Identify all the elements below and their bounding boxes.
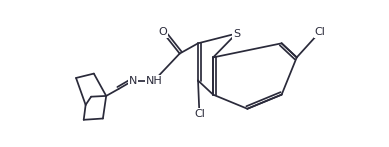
Text: NH: NH (146, 76, 163, 86)
Text: Cl: Cl (194, 109, 205, 119)
Text: Cl: Cl (315, 27, 326, 37)
Text: N: N (129, 76, 137, 86)
Text: O: O (158, 27, 167, 37)
Text: S: S (233, 29, 240, 39)
